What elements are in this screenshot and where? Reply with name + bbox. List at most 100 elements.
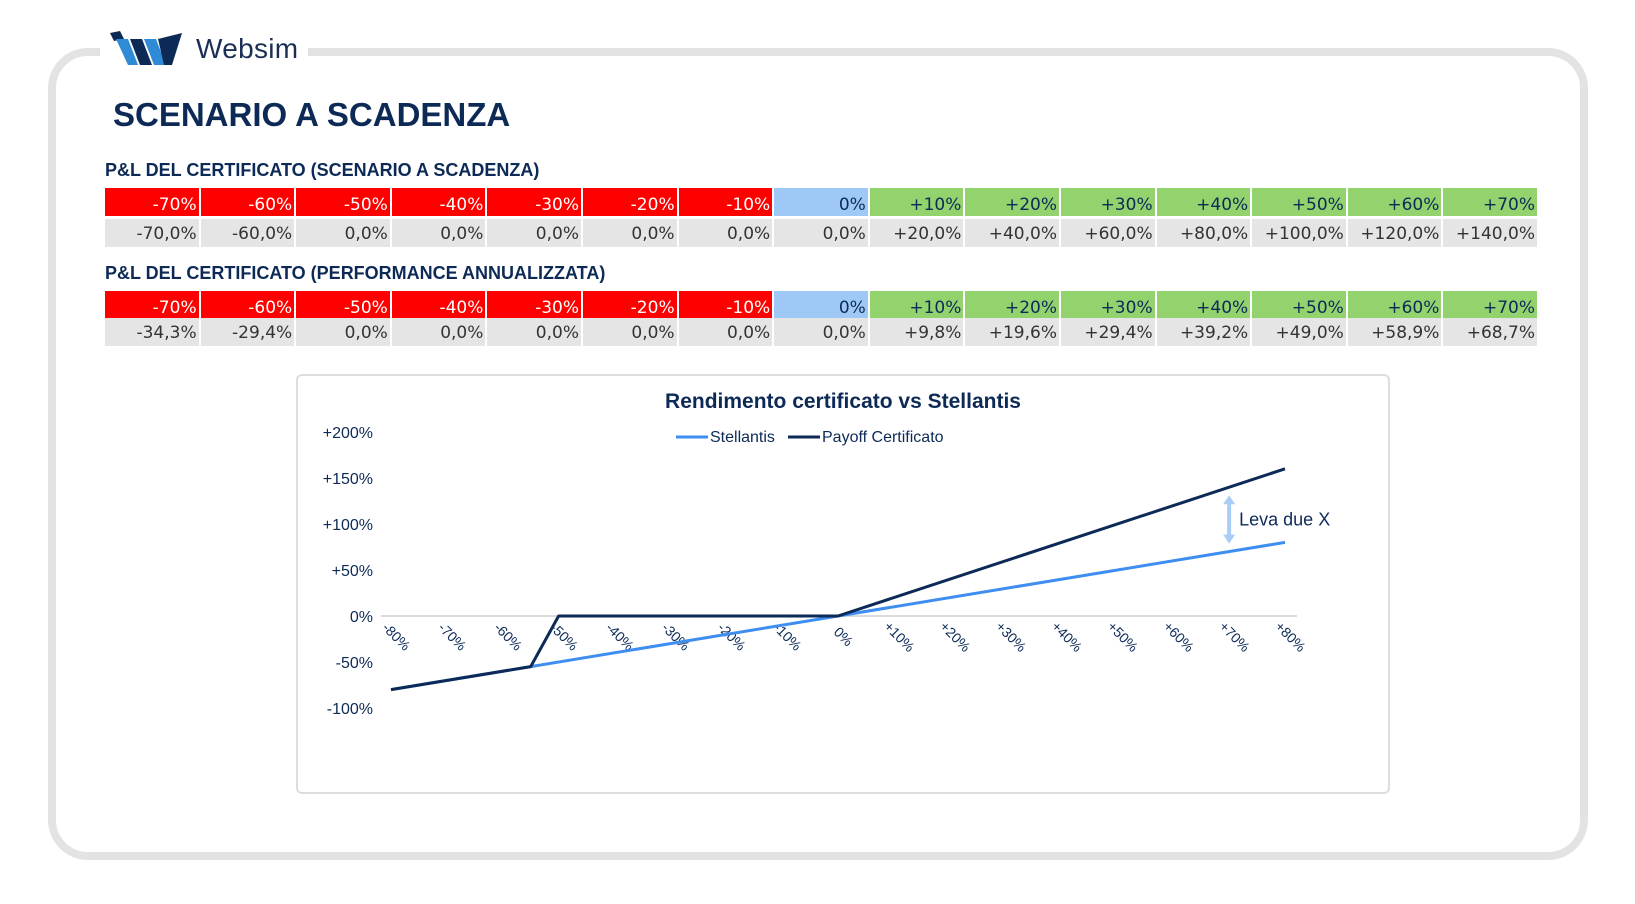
y-tick-label: +100%	[323, 517, 373, 534]
websim-logo: Websim	[100, 26, 309, 72]
x-tick-label: 0%	[831, 624, 857, 650]
y-tick-label: +200%	[323, 425, 373, 442]
x-tick-label: -60%	[491, 619, 525, 653]
scenario-header-cell: +10%	[869, 188, 964, 216]
pnl-value-cell: +29,4%	[1060, 318, 1155, 346]
scenario-header-cell: +30%	[1060, 291, 1155, 319]
x-tick-label: +10%	[881, 618, 918, 655]
scenario-header-cell: -10%	[678, 188, 773, 216]
pnl-value-cell: +100,0%	[1252, 219, 1346, 247]
scenario-header-cell: -10%	[678, 291, 773, 319]
x-tick-label: +20%	[937, 618, 974, 655]
x-tick-label: +70%	[1216, 618, 1253, 655]
pnl-value-cell: 0,0%	[391, 219, 486, 247]
pnl-value-cell: +20,0%	[869, 219, 964, 247]
scenario-header-cell: 0%	[774, 291, 868, 319]
table2-value-row: -34,3% -29,4% 0,0% 0,0% 0,0% 0,0% 0,0% 0,0% +9,8…	[105, 318, 1537, 346]
pnl-value-cell: -70,0%	[105, 219, 199, 247]
x-tick-label: -50%	[547, 619, 581, 653]
x-tick-label: +50%	[1104, 618, 1141, 655]
leverage-arrow-head-down	[1223, 534, 1236, 544]
scenario-header-cell: +70%	[1443, 188, 1537, 216]
scenario-header-cell: -70%	[105, 291, 199, 319]
scenario-header-cell: +70%	[1443, 291, 1537, 319]
pnl-value-cell: 0,0%	[487, 318, 581, 346]
scenario-header-cell: +60%	[1347, 291, 1442, 319]
x-tick-label: -70%	[435, 619, 469, 653]
payoff-certificato-line	[390, 467, 1286, 692]
x-tick-label: +30%	[993, 618, 1030, 655]
pnl-value-cell: 0,0%	[582, 318, 677, 346]
table1-title: P&L DEL CERTIFICATO (SCENARIO A SCADENZA…	[105, 160, 540, 180]
y-tick-label: +50%	[332, 563, 373, 580]
x-tick-label: -30%	[659, 619, 693, 653]
pnl-value-cell: 0,0%	[678, 219, 773, 247]
scenario-header-cell: +50%	[1252, 188, 1346, 216]
scenario-header-cell: +20%	[965, 291, 1059, 319]
x-tick-label: +80%	[1272, 618, 1309, 655]
scenario-header-cell: +50%	[1252, 291, 1346, 319]
legend-label: Stellantis	[710, 429, 775, 446]
pnl-value-cell: 0,0%	[678, 318, 773, 346]
leverage-arrow-head-up	[1223, 495, 1236, 505]
y-tick-label: -100%	[327, 701, 373, 718]
brand-name: Websim	[196, 33, 299, 64]
pnl-value-cell: +19,6%	[965, 318, 1059, 346]
scenario-header-cell: +40%	[1156, 188, 1251, 216]
chart-container: Rendimento certificato vs Stellantis Stel…	[296, 374, 1390, 794]
scenario-header-cell: -50%	[296, 188, 390, 216]
table1-value-row: -70,0% -60,0% 0,0% 0,0% 0,0% 0,0% 0,0% 0,0% +20,…	[105, 219, 1537, 247]
table2-title: P&L DEL CERTIFICATO (PERFORMANCE ANNUALI…	[105, 263, 606, 283]
websim-logo-icon	[110, 31, 182, 65]
pnl-value-cell: +68,7%	[1443, 318, 1537, 346]
pnl-value-cell: +120,0%	[1347, 219, 1442, 247]
scenario-header-cell: -40%	[391, 188, 486, 216]
pnl-value-cell: +140,0%	[1443, 219, 1537, 247]
y-tick-label: 0%	[350, 609, 373, 626]
scenario-header-cell: +20%	[965, 188, 1059, 216]
scenario-header-cell: +30%	[1060, 188, 1155, 216]
pnl-value-cell: +9,8%	[869, 318, 964, 346]
payoff-chart: Rendimento certificato vs Stellantis Stel…	[323, 390, 1330, 718]
pnl-value-cell: +58,9%	[1347, 318, 1442, 346]
table1-header-row: -70% -60% -50% -40% -30% -20% -10% 0% +10% +20% +3…	[105, 188, 1537, 216]
pnl-value-cell: -29,4%	[200, 318, 295, 346]
chart-title: Rendimento certificato vs Stellantis	[665, 390, 1021, 413]
x-tick-label: -80%	[379, 619, 413, 653]
legend-label: Payoff Certificato	[822, 429, 944, 446]
scenario-header-cell: -30%	[487, 188, 581, 216]
scenario-header-cell: +40%	[1156, 291, 1251, 319]
scenario-header-cell: +60%	[1347, 188, 1442, 216]
x-tick-label: +40%	[1049, 618, 1086, 655]
scenario-header-cell: -60%	[200, 188, 295, 216]
pnl-value-cell: -34,3%	[105, 318, 199, 346]
pnl-value-cell: 0,0%	[774, 318, 868, 346]
pnl-value-cell: -60,0%	[200, 219, 295, 247]
leverage-annotation: Leva due X	[1239, 509, 1330, 529]
scenario-header-cell: -20%	[582, 188, 677, 216]
scenario-header-cell: -20%	[582, 291, 677, 319]
pnl-value-cell: +39,2%	[1156, 318, 1251, 346]
scenario-header-cell: +10%	[869, 291, 964, 319]
y-tick-label: +150%	[323, 471, 373, 488]
pnl-value-cell: +80,0%	[1156, 219, 1251, 247]
x-tick-label: +60%	[1160, 618, 1197, 655]
scenario-header-cell: 0%	[774, 188, 868, 216]
y-tick-label: -50%	[336, 655, 373, 672]
pnl-value-cell: +60,0%	[1060, 219, 1155, 247]
scenario-header-cell: -70%	[105, 188, 199, 216]
scenario-header-cell: -30%	[487, 291, 581, 319]
scenario-header-cell: -40%	[391, 291, 486, 319]
pnl-value-cell: +49,0%	[1252, 318, 1346, 346]
pnl-value-cell: 0,0%	[582, 219, 677, 247]
pnl-value-cell: 0,0%	[296, 318, 390, 346]
table2-header-row: -70% -60% -50% -40% -30% -20% -10% 0% +10% +20% +3…	[105, 291, 1537, 319]
pnl-value-cell: 0,0%	[487, 219, 581, 247]
scenario-header-cell: -50%	[296, 291, 390, 319]
page-title: SCENARIO A SCADENZA	[113, 96, 511, 133]
pnl-value-cell: +40,0%	[965, 219, 1059, 247]
scenario-header-cell: -60%	[200, 291, 295, 319]
pnl-value-cell: 0,0%	[391, 318, 486, 346]
pnl-value-cell: 0,0%	[296, 219, 390, 247]
pnl-value-cell: 0,0%	[774, 219, 868, 247]
